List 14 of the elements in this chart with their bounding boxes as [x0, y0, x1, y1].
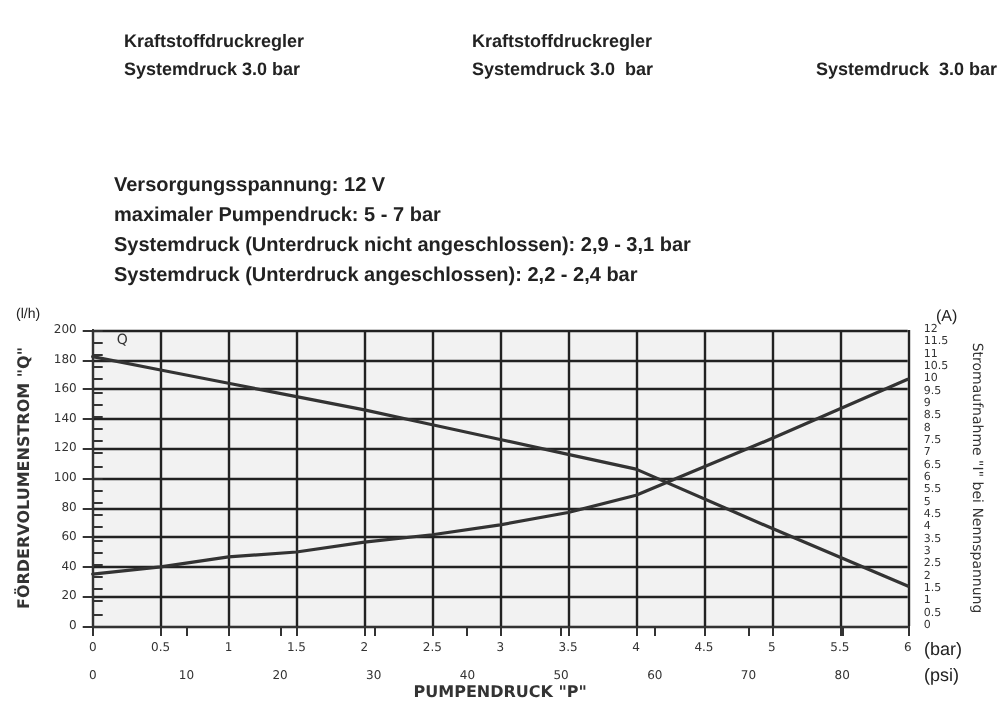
text: Systemdruck 3.0 bar — [124, 59, 302, 79]
text: Kraftstoffdruckregler — [472, 31, 654, 51]
text: Systemdruck 3.0 bar — [816, 59, 999, 79]
x-axis-title: PUMPENDRUCK "P" — [413, 682, 587, 701]
text: maximaler Pumpendruck: 5 - 7 bar — [114, 205, 441, 227]
y-axis-title: FÖRDERVOLUMENSTROM "Q" — [13, 346, 33, 610]
text: Systemdruck 3.0 bar — [472, 59, 655, 79]
text: (bar) — [924, 639, 963, 659]
text: Versorgungsspannung: 12 V — [114, 175, 386, 197]
text: Systemdruck (Unterdruck nicht angeschlossen): 2,9 - 3,1 bar — [114, 235, 692, 257]
text: Kraftstoffdruckregler — [124, 31, 306, 51]
text: Systemdruck (Unterdruck angeschlossen): 2,2 - 2,4 bar — [114, 265, 638, 287]
text: (A) — [936, 307, 958, 325]
text: (psi) — [924, 665, 959, 685]
